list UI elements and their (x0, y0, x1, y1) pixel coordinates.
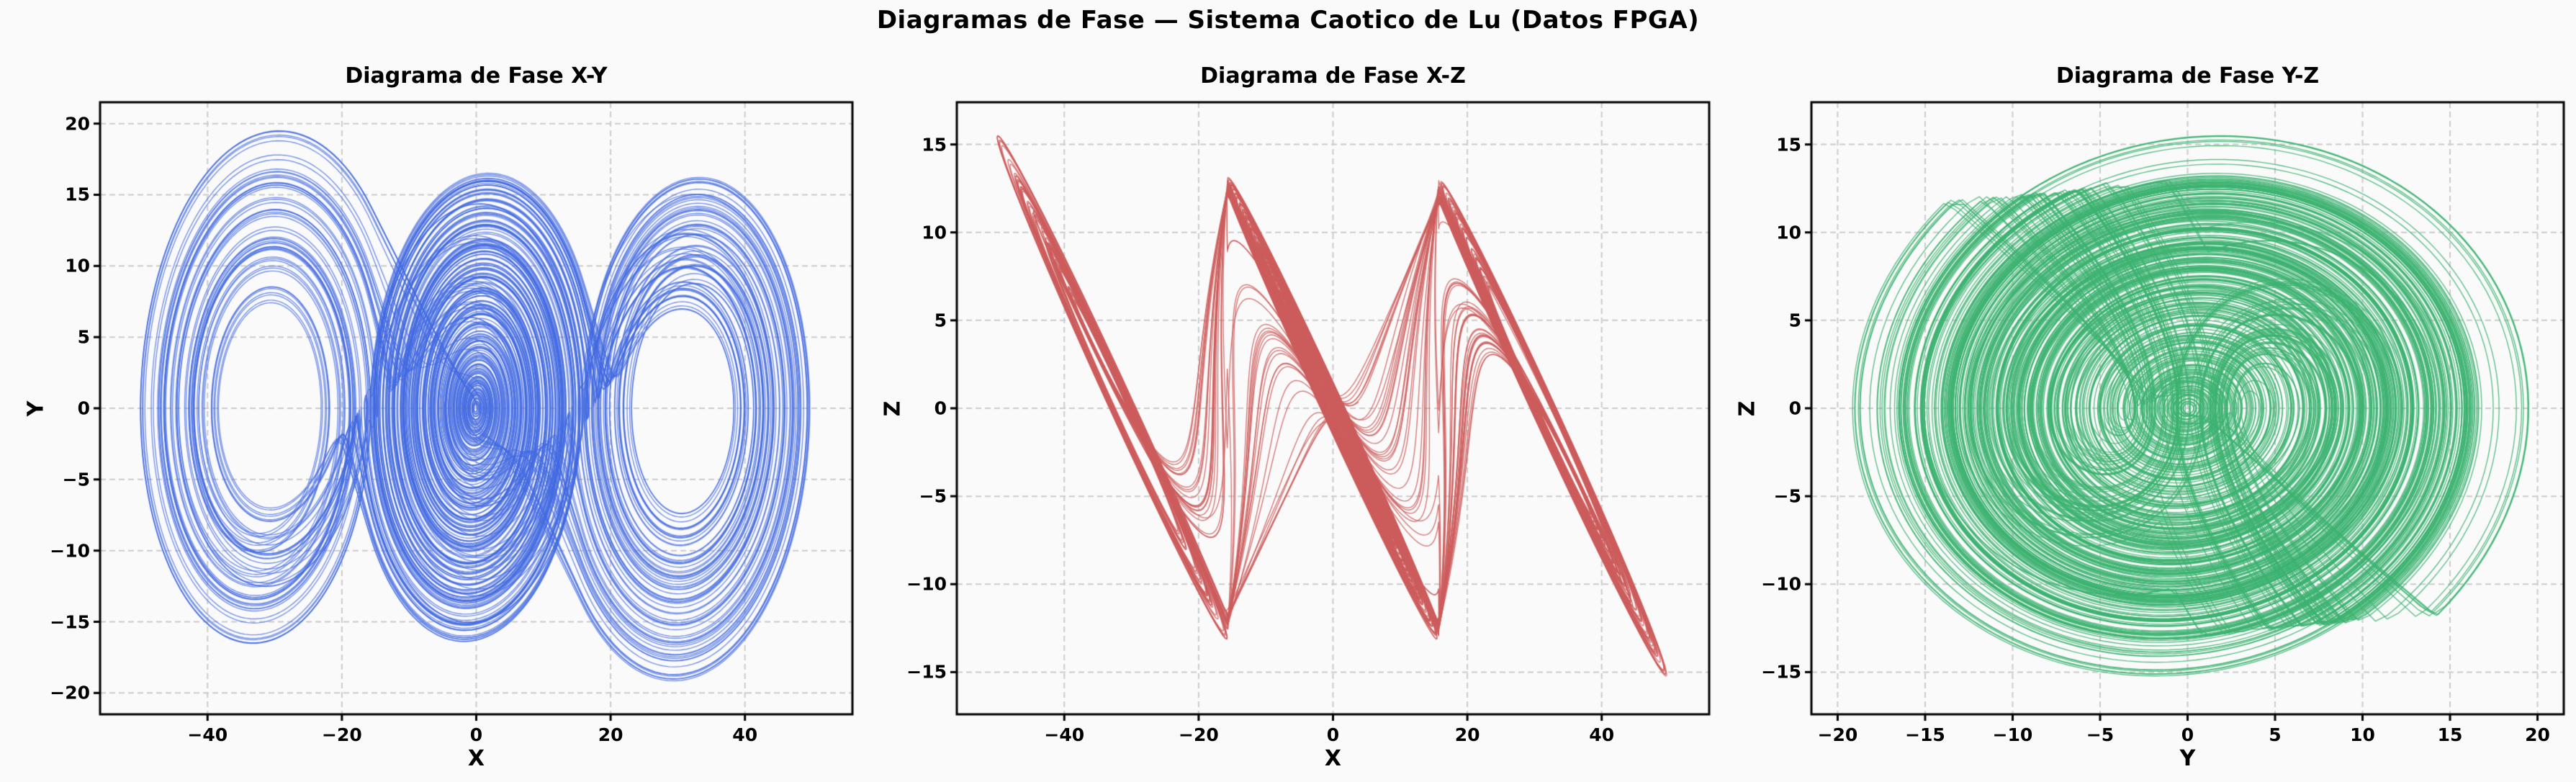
x-axis-label-text-xz: X (1324, 746, 1342, 771)
x-tick-label: −15 (1905, 724, 1945, 745)
x-axis-label-text-yz: Y (2179, 746, 2196, 771)
y-tick-label: 10 (922, 222, 947, 243)
y-tick-label: 10 (65, 255, 90, 277)
x-tick-label: 10 (2350, 724, 2375, 745)
subplot-title-yz: Diagrama de Fase Y-Z (2055, 63, 2320, 89)
x-tick-label: 0 (469, 724, 483, 745)
y-axis-label-text-xz: Z (880, 400, 906, 416)
subplot-title-xy: Diagrama de Fase X-Y (345, 63, 608, 89)
x-tick-label: 20 (598, 724, 623, 745)
x-tick-label: −10 (1992, 724, 2033, 745)
x-tick-label: −20 (1817, 724, 1858, 745)
y-tick-label: 15 (65, 184, 90, 205)
y-tick-label: −15 (50, 611, 90, 632)
y-tick-label: −10 (50, 540, 90, 562)
x-tick-label: −20 (322, 724, 362, 745)
x-axis-label-xz: X (957, 746, 1709, 771)
y-tick-label: −15 (1761, 661, 1801, 683)
y-axis-label-text-yz: Z (1734, 400, 1760, 416)
x-axis-label-yz: Y (1811, 746, 2564, 771)
x-tick-label: 15 (2437, 724, 2463, 745)
phase-plot-xz-canvas (944, 89, 1722, 727)
y-axis-label-text-xy: Y (23, 400, 49, 416)
x-axis-label-text-xy: X (467, 746, 485, 771)
x-tick-label: −5 (2086, 724, 2115, 745)
figure-title: Diagramas de Fase — Sistema Caotico de L… (876, 6, 1700, 35)
y-tick-label: 15 (1776, 134, 1801, 156)
y-tick-label: −5 (1773, 485, 1801, 507)
y-tick-label: −10 (1761, 573, 1801, 595)
x-tick-label: −20 (1179, 724, 1219, 745)
x-tick-label: 20 (2525, 724, 2550, 745)
y-tick-label: 20 (65, 113, 90, 135)
subplot-title-xz: Diagrama de Fase X-Z (1200, 63, 1466, 89)
y-tick-label: 10 (1776, 222, 1801, 243)
phase-plot-xy-canvas (87, 89, 865, 727)
y-tick-label: −20 (50, 682, 90, 704)
x-tick-label: 40 (732, 724, 758, 745)
x-tick-label: −40 (1044, 724, 1085, 745)
x-tick-label: 40 (1589, 724, 1615, 745)
y-tick-label: 15 (922, 134, 947, 156)
x-tick-label: 0 (1326, 724, 1340, 745)
y-axis-label-xz: Z (878, 102, 907, 714)
phase-plot-yz-canvas (1798, 89, 2576, 727)
y-axis-label-xy: Y (22, 102, 50, 714)
y-tick-label: −15 (906, 661, 947, 683)
y-axis-label-yz: Z (1733, 102, 1762, 714)
y-tick-label: −5 (62, 469, 90, 490)
y-tick-label: −10 (906, 573, 947, 595)
x-tick-label: 20 (1454, 724, 1480, 745)
x-tick-label: 0 (2181, 724, 2194, 745)
x-axis-label-xy: X (100, 746, 852, 771)
x-tick-label: −40 (187, 724, 228, 745)
y-tick-label: −5 (919, 485, 947, 507)
x-tick-label: 5 (2269, 724, 2282, 745)
